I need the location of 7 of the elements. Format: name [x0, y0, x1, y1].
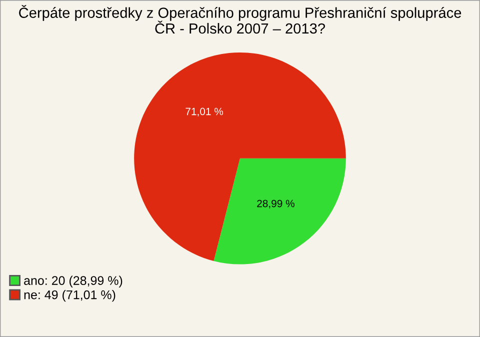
chart-title: Čerpáte prostředky z Operačního programu Přeshraniční spolupráce ČR - Polsko 2007 – 2013? [19, 5, 462, 34]
data-label: 71,01 % [186, 108, 224, 116]
data-label: 28,99 % [257, 200, 294, 208]
pie-slice [134, 52, 346, 261]
legend-label: ano: 20 (28,99 %) [24, 276, 122, 288]
legend-label: ne: 49 (71,01 %) [24, 290, 116, 302]
pie-slice [214, 158, 346, 264]
